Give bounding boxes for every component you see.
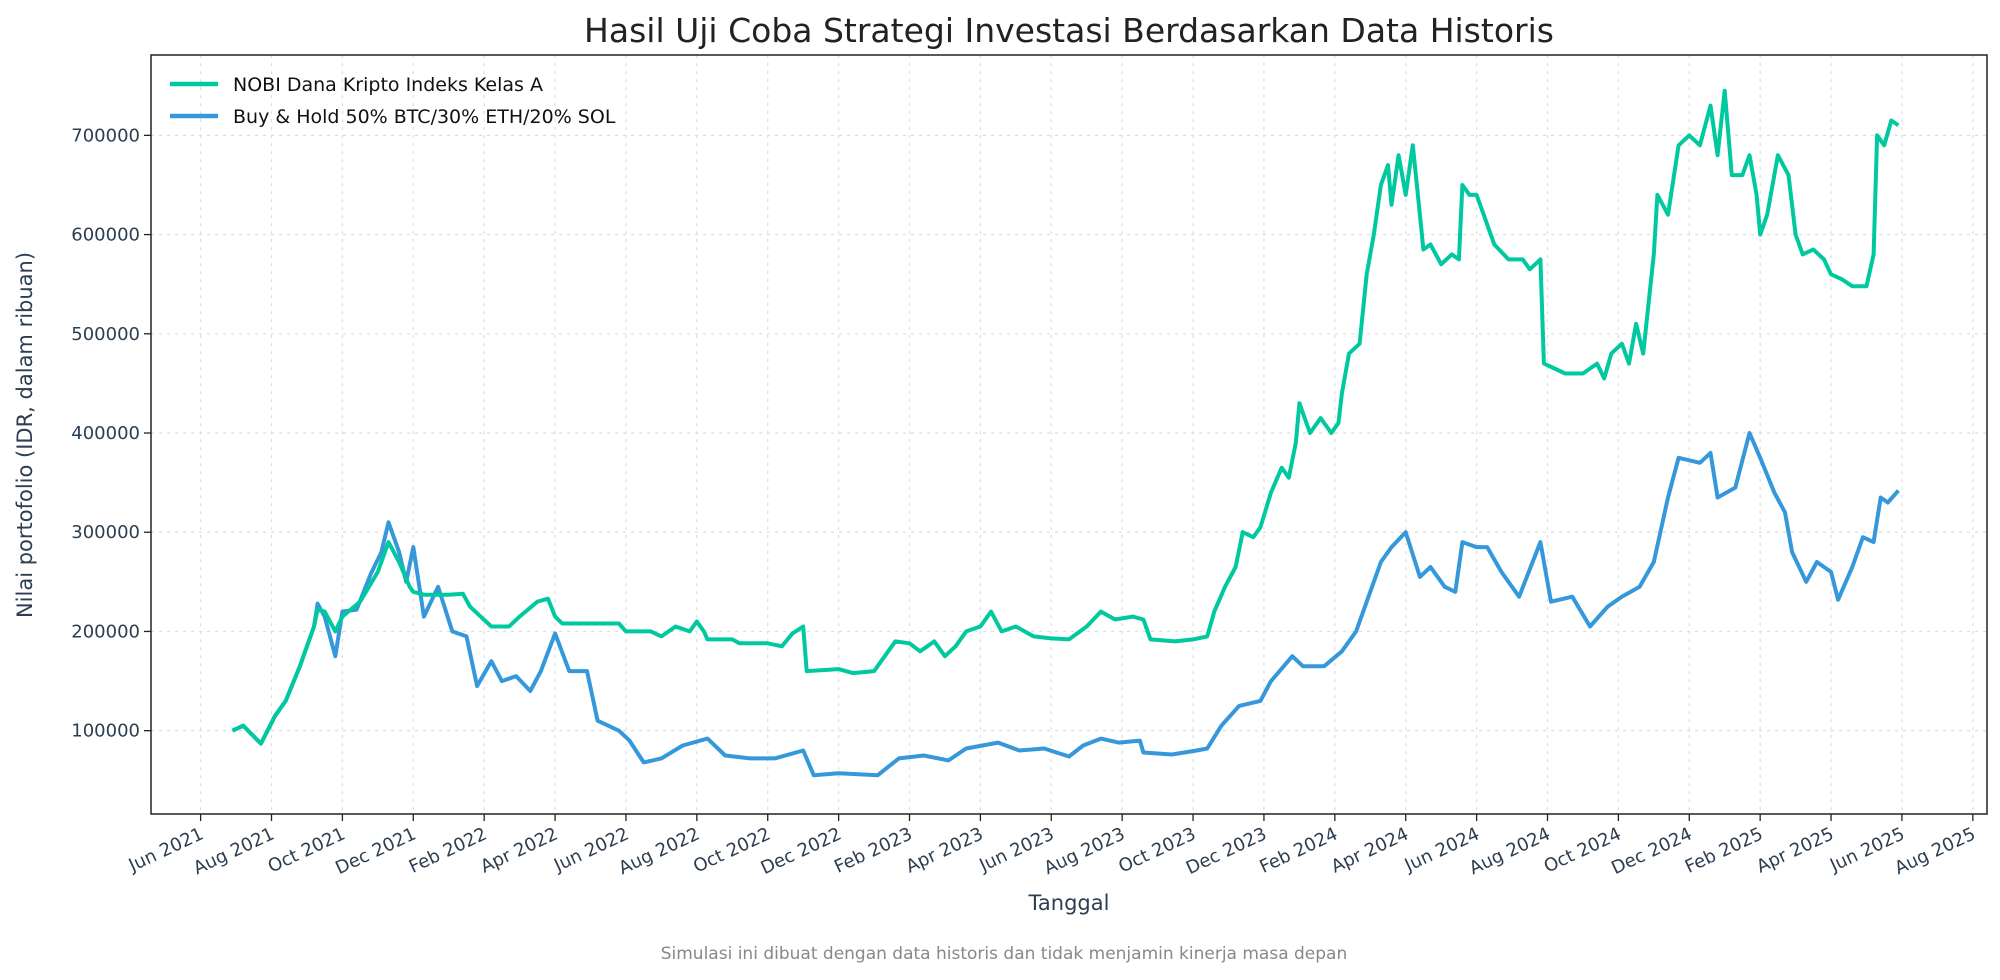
x-tick-label: Aug 2022 bbox=[616, 823, 703, 879]
x-tick-label: Apr 2022 bbox=[477, 823, 561, 877]
y-tick-label: 600000 bbox=[71, 225, 140, 246]
y-tick-label: 500000 bbox=[71, 324, 140, 345]
x-tick-label: Feb 2022 bbox=[406, 823, 490, 877]
x-tick-label: Feb 2024 bbox=[1256, 823, 1340, 877]
x-tick-label: Dec 2022 bbox=[758, 823, 845, 879]
series-line-buy-hold bbox=[231, 431, 1900, 778]
footnote: Simulasi ini dibuat dengan data historis… bbox=[661, 944, 1348, 964]
x-tick-label: Feb 2025 bbox=[1682, 823, 1766, 877]
x-tick-label: Aug 2024 bbox=[1466, 823, 1553, 879]
legend-label-nobi: NOBI Dana Kripto Indeks Kelas A bbox=[233, 74, 543, 96]
legend: NOBI Dana Kripto Indeks Kelas A Buy & Ho… bbox=[170, 74, 616, 128]
y-axis-label: Nilai portofolio (IDR, dalam ribuan) bbox=[13, 252, 37, 618]
x-tick-label: Aug 2021 bbox=[190, 823, 277, 879]
x-axis-label: Tanggal bbox=[1028, 891, 1110, 915]
chart-title: Hasil Uji Coba Strategi Investasi Berdas… bbox=[584, 11, 1554, 50]
x-tick-label: Apr 2025 bbox=[1753, 823, 1837, 877]
grid bbox=[151, 55, 1987, 814]
legend-label-hold: Buy & Hold 50% BTC/30% ETH/20% SOL bbox=[233, 106, 616, 128]
x-tick-label: Dec 2021 bbox=[332, 823, 419, 879]
y-axis: 100000 200000 300000 400000 500000 600000 7000… bbox=[71, 125, 151, 742]
y-tick-label: 300000 bbox=[71, 522, 140, 543]
y-tick-label: 200000 bbox=[71, 621, 140, 642]
x-tick-label: Dec 2023 bbox=[1183, 823, 1270, 879]
x-tick-label: Aug 2025 bbox=[1891, 823, 1978, 879]
x-tick-label: Apr 2024 bbox=[1328, 823, 1412, 877]
plot-frame bbox=[150, 54, 1988, 815]
y-tick-label: 100000 bbox=[71, 721, 140, 742]
x-tick-label: Dec 2024 bbox=[1608, 823, 1695, 879]
x-tick-label: Apr 2023 bbox=[903, 823, 987, 877]
x-tick-label: Feb 2023 bbox=[831, 823, 915, 877]
y-tick-label: 400000 bbox=[71, 423, 140, 444]
series-line-nobi bbox=[231, 88, 1900, 746]
series-lines bbox=[231, 88, 1900, 778]
x-tick-label: Aug 2023 bbox=[1041, 823, 1128, 879]
y-tick-label: 700000 bbox=[71, 125, 140, 146]
